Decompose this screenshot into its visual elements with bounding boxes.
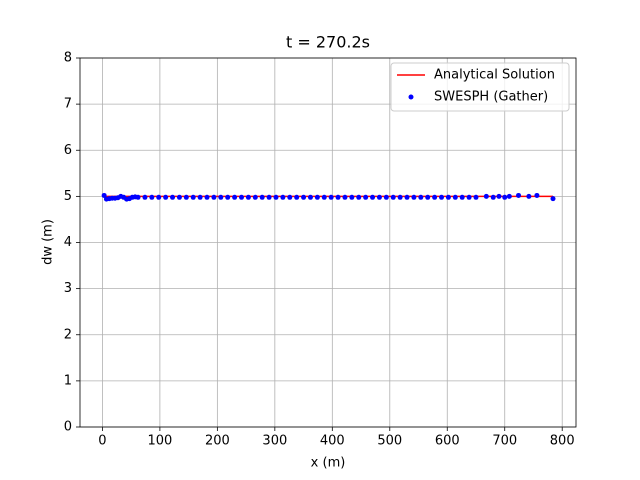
point <box>483 193 489 199</box>
x-tick-label: 700 <box>492 434 517 449</box>
point <box>211 194 217 200</box>
point <box>526 193 532 199</box>
point <box>418 194 424 200</box>
point <box>314 194 320 200</box>
point <box>273 194 279 200</box>
point <box>135 194 141 200</box>
point <box>245 194 251 200</box>
y-tick-label: 4 <box>64 235 72 250</box>
point <box>225 194 231 200</box>
point <box>432 194 438 200</box>
point <box>280 194 286 200</box>
x-tick-label: 600 <box>435 434 460 449</box>
legend-box <box>390 62 570 112</box>
point <box>445 194 451 200</box>
y-tick-label: 7 <box>64 97 72 112</box>
point <box>370 194 376 200</box>
point <box>411 194 417 200</box>
point <box>459 194 465 200</box>
x-axis-label: x (m) <box>311 456 346 471</box>
y-tick-label: 1 <box>64 373 72 388</box>
y-axis-label: dw (m) <box>41 219 56 265</box>
point <box>452 194 458 200</box>
point <box>390 194 396 200</box>
y-tick-label: 6 <box>64 143 72 158</box>
y-tick-label: 8 <box>64 51 72 66</box>
point <box>176 194 182 200</box>
x-tick-label: 800 <box>550 434 575 449</box>
legend-label: Analytical Solution <box>434 68 555 83</box>
point <box>342 194 348 200</box>
point <box>170 194 176 200</box>
point <box>356 194 362 200</box>
point <box>287 194 293 200</box>
point <box>259 194 265 200</box>
point <box>197 194 203 200</box>
x-tick-label: 200 <box>205 434 230 449</box>
point <box>163 194 169 200</box>
point <box>490 194 496 200</box>
point <box>335 194 341 200</box>
point <box>239 194 245 200</box>
x-tick-label: 400 <box>320 434 345 449</box>
point <box>473 194 479 200</box>
chart-title: t = 270.2s <box>286 33 370 52</box>
point <box>502 194 508 200</box>
point <box>439 194 445 200</box>
point <box>376 194 382 200</box>
y-tick-label: 0 <box>64 420 72 435</box>
point <box>190 194 196 200</box>
point <box>301 194 307 200</box>
point <box>204 194 210 200</box>
point <box>149 194 155 200</box>
point <box>404 194 410 200</box>
point <box>506 193 512 199</box>
point <box>218 194 224 200</box>
point <box>496 193 502 199</box>
point <box>349 194 355 200</box>
x-tick-label: 300 <box>262 434 287 449</box>
point <box>321 194 327 200</box>
point <box>142 194 148 200</box>
point <box>383 194 389 200</box>
point <box>232 194 238 200</box>
point <box>294 194 300 200</box>
point <box>328 194 334 200</box>
point <box>425 194 431 200</box>
point <box>101 192 107 198</box>
point <box>252 194 258 200</box>
point <box>397 194 403 200</box>
plot-frame <box>79 57 577 428</box>
point <box>363 194 369 200</box>
point <box>156 194 162 200</box>
y-tick-label: 5 <box>64 189 72 204</box>
point <box>466 194 472 200</box>
legend-label: SWESPH (Gather) <box>434 90 548 105</box>
point <box>534 192 540 198</box>
point <box>266 194 272 200</box>
y-tick-label: 2 <box>64 327 72 342</box>
x-tick-label: 500 <box>377 434 402 449</box>
legend-swatch <box>408 94 414 100</box>
point <box>307 194 313 200</box>
point <box>550 196 556 202</box>
x-tick-label: 0 <box>98 434 106 449</box>
x-tick-label: 100 <box>147 434 172 449</box>
point <box>516 192 522 198</box>
point <box>183 194 189 200</box>
y-tick-label: 3 <box>64 281 72 296</box>
